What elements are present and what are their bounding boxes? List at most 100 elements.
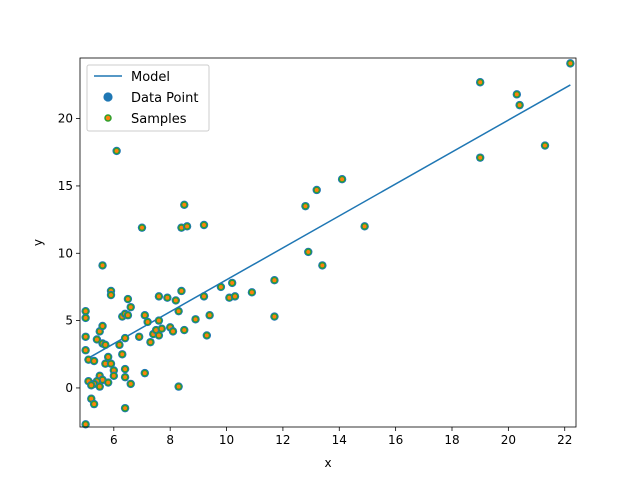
sample-point-49 [121,365,129,373]
x-tick-label-10: 10 [219,433,234,447]
sample-point-88 [141,369,149,377]
y-tick-label-0: 0 [65,381,73,395]
x-tick-label-8: 8 [166,433,174,447]
y-tick-label-10: 10 [58,246,73,260]
x-axis-ticks: 6 8 10 12 14 16 18 20 22 [110,427,572,447]
sample-point-75 [203,332,211,339]
sample-point-77 [217,283,225,291]
sample-point-6 [302,202,309,210]
sample-point-12 [476,78,484,86]
sample-point-31 [107,360,115,367]
sample-point-85 [90,400,98,408]
sample-point-18 [82,307,89,315]
legend-data-point-swatch [103,92,113,102]
y-axis-ticks: 0 5 10 15 20 [58,112,80,395]
sample-point-8 [338,175,346,183]
x-tick-label-14: 14 [332,433,347,447]
sample-point-89 [175,383,182,390]
sample-point-66 [164,294,171,301]
y-tick-label-20: 20 [58,112,73,126]
sample-point-1 [138,224,146,231]
points-layer [81,59,575,429]
sample-point-59 [147,338,154,346]
y-tick-label-5: 5 [65,314,73,328]
model-line [85,84,571,361]
sample-point-5 [200,221,208,229]
sample-point-83 [271,313,278,320]
sample-point-15 [476,154,484,161]
legend-samples-swatch [104,114,112,122]
sample-point-87 [121,404,129,412]
sample-point-4 [181,201,188,209]
y-axis-label: y [31,239,45,246]
sample-point-53 [127,303,134,311]
x-tick-label-16: 16 [388,433,403,447]
sample-point-65 [158,325,165,332]
x-axis-label: x [324,456,331,470]
model-layer [85,84,571,361]
sample-point-11 [319,262,326,269]
legend-label-samples: Samples [131,112,187,127]
sample-point-69 [172,297,180,304]
sample-point-72 [181,326,188,334]
sample-point-73 [192,316,199,323]
sample-point-28 [102,341,109,349]
x-tick-label-6: 6 [110,433,118,447]
sample-point-71 [178,287,185,295]
sample-point-14 [516,101,523,109]
x-tick-label-18: 18 [444,433,459,447]
sample-point-82 [271,276,278,284]
sample-point-40 [99,262,106,269]
sample-point-57 [141,311,149,319]
sample-point-26 [99,322,106,330]
sample-point-79 [228,279,236,287]
sample-point-39 [104,379,112,386]
sample-point-20 [82,333,89,341]
sample-point-38 [96,383,103,390]
sample-point-52 [124,295,132,303]
sample-point-9 [361,223,368,230]
sample-point-74 [200,293,208,300]
sample-point-29 [104,353,112,361]
sample-point-37 [88,382,95,389]
sample-point-63 [155,332,163,339]
sample-point-17 [567,60,574,67]
sample-point-51 [121,334,129,342]
sample-point-24 [93,336,101,343]
plot-frame [79,57,577,428]
x-tick-label-12: 12 [275,433,290,447]
sample-point-86 [82,421,89,428]
sample-point-10 [305,248,312,256]
sample-point-21 [82,346,89,354]
sample-point-64 [155,317,163,324]
sample-point-42 [107,291,115,299]
x-tick-label-20: 20 [501,433,516,447]
sample-point-23 [90,357,98,365]
sample-point-80 [231,293,239,300]
sample-point-46 [119,351,126,358]
sample-point-3 [183,223,191,230]
legend-label-model: Model [131,70,170,85]
sample-point-16 [541,142,549,149]
sample-point-70 [175,307,182,315]
sample-point-76 [206,311,213,319]
sample-point-55 [127,380,134,388]
legend: Model Data Point Samples [86,64,210,132]
sample-point-7 [313,186,320,194]
sample-point-45 [116,341,123,349]
sample-point-13 [513,91,521,98]
y-tick-label-15: 15 [58,179,73,193]
x-tick-label-22: 22 [557,433,572,447]
sample-point-19 [82,314,89,322]
sample-point-68 [169,328,177,335]
legend-box [86,64,210,132]
sample-point-50 [121,373,129,381]
legend-label-data-point: Data Point [131,91,198,106]
sample-point-58 [144,318,151,326]
sample-point-61 [155,293,163,300]
sample-point-54 [124,311,132,319]
sample-point-56 [135,333,143,341]
sample-point-81 [248,289,256,296]
sample-point-0 [113,147,120,155]
